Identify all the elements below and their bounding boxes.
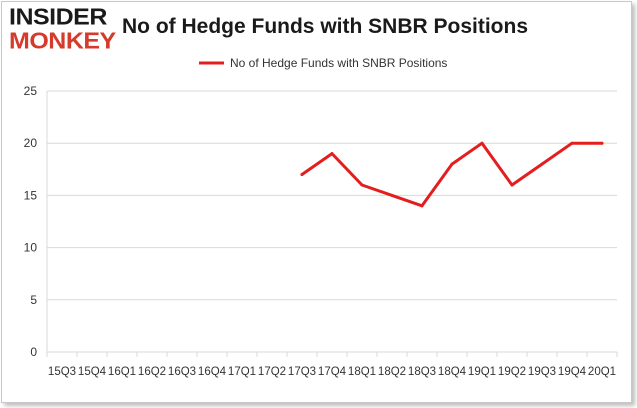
data-point	[540, 162, 544, 166]
x-tick-label: 19Q1	[468, 366, 496, 378]
data-point	[360, 183, 364, 187]
x-tick-label: 17Q1	[228, 366, 256, 378]
series-line	[300, 141, 604, 208]
data-point	[390, 193, 394, 197]
x-tick-label: 15Q4	[78, 366, 107, 378]
data-point	[600, 141, 604, 145]
x-tick-label: 18Q4	[438, 366, 467, 378]
x-tick-label: 18Q3	[408, 366, 436, 378]
data-point	[420, 204, 424, 208]
x-tick-label: 19Q2	[498, 366, 526, 378]
x-tick-label: 16Q3	[168, 366, 196, 378]
x-tick-label: 19Q3	[528, 366, 556, 378]
chart-title: No of Hedge Funds with SNBR Positions	[122, 15, 528, 38]
x-tick-label: 17Q2	[258, 366, 286, 378]
x-tick-label: 16Q4	[198, 366, 227, 378]
y-tick-label: 5	[30, 293, 37, 307]
y-tick-label: 0	[30, 345, 37, 359]
data-point	[510, 183, 514, 187]
y-tick-label: 10	[24, 241, 38, 255]
chart-frame	[1, 1, 632, 403]
data-point	[330, 152, 334, 156]
x-tick-label: 15Q3	[48, 366, 76, 378]
y-tick-label: 15	[24, 188, 38, 202]
data-point	[480, 141, 484, 145]
x-tick-label: 16Q2	[138, 366, 166, 378]
x-tick-label: 17Q4	[318, 366, 347, 378]
x-tick-label: 19Q4	[558, 366, 587, 378]
x-tick-label: 16Q1	[108, 366, 136, 378]
logo-text-insider: INSIDER	[9, 4, 107, 30]
insider-monkey-logo: INSIDER MONKEY	[9, 5, 117, 55]
data-point	[570, 141, 574, 145]
legend-label: No of Hedge Funds with SNBR Positions	[230, 56, 447, 70]
x-tick-label: 17Q3	[288, 366, 316, 378]
x-tick-label: 18Q2	[378, 366, 406, 378]
x-tick-label: 20Q1	[588, 366, 616, 378]
x-tick-label: 18Q1	[348, 366, 376, 378]
logo-text-monkey: MONKEY	[9, 28, 116, 54]
data-point	[450, 162, 454, 166]
data-point	[300, 173, 304, 177]
y-tick-label: 20	[24, 136, 38, 150]
y-tick-label: 25	[24, 84, 38, 98]
